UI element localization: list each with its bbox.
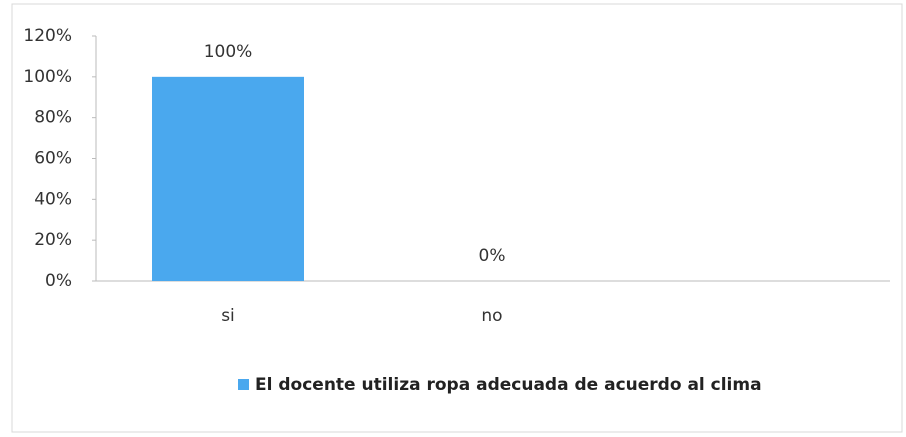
- y-tick-label: 0%: [45, 271, 72, 291]
- y-tick-label: 120%: [23, 26, 72, 46]
- data-label: 100%: [204, 42, 253, 62]
- legend-text: El docente utiliza ropa adecuada de acue…: [255, 375, 762, 395]
- y-tick-label: 100%: [23, 67, 72, 87]
- data-label: 0%: [479, 246, 506, 266]
- y-tick-label: 80%: [34, 108, 72, 128]
- y-tick-label: 60%: [34, 149, 72, 169]
- bar: [152, 76, 304, 281]
- y-tick-label: 40%: [34, 189, 72, 209]
- y-tick-label: 20%: [34, 230, 72, 250]
- x-tick-label: si: [221, 306, 235, 326]
- chart-frame: [11, 3, 903, 433]
- x-tick-label: no: [481, 306, 502, 326]
- legend-swatch: [238, 379, 249, 390]
